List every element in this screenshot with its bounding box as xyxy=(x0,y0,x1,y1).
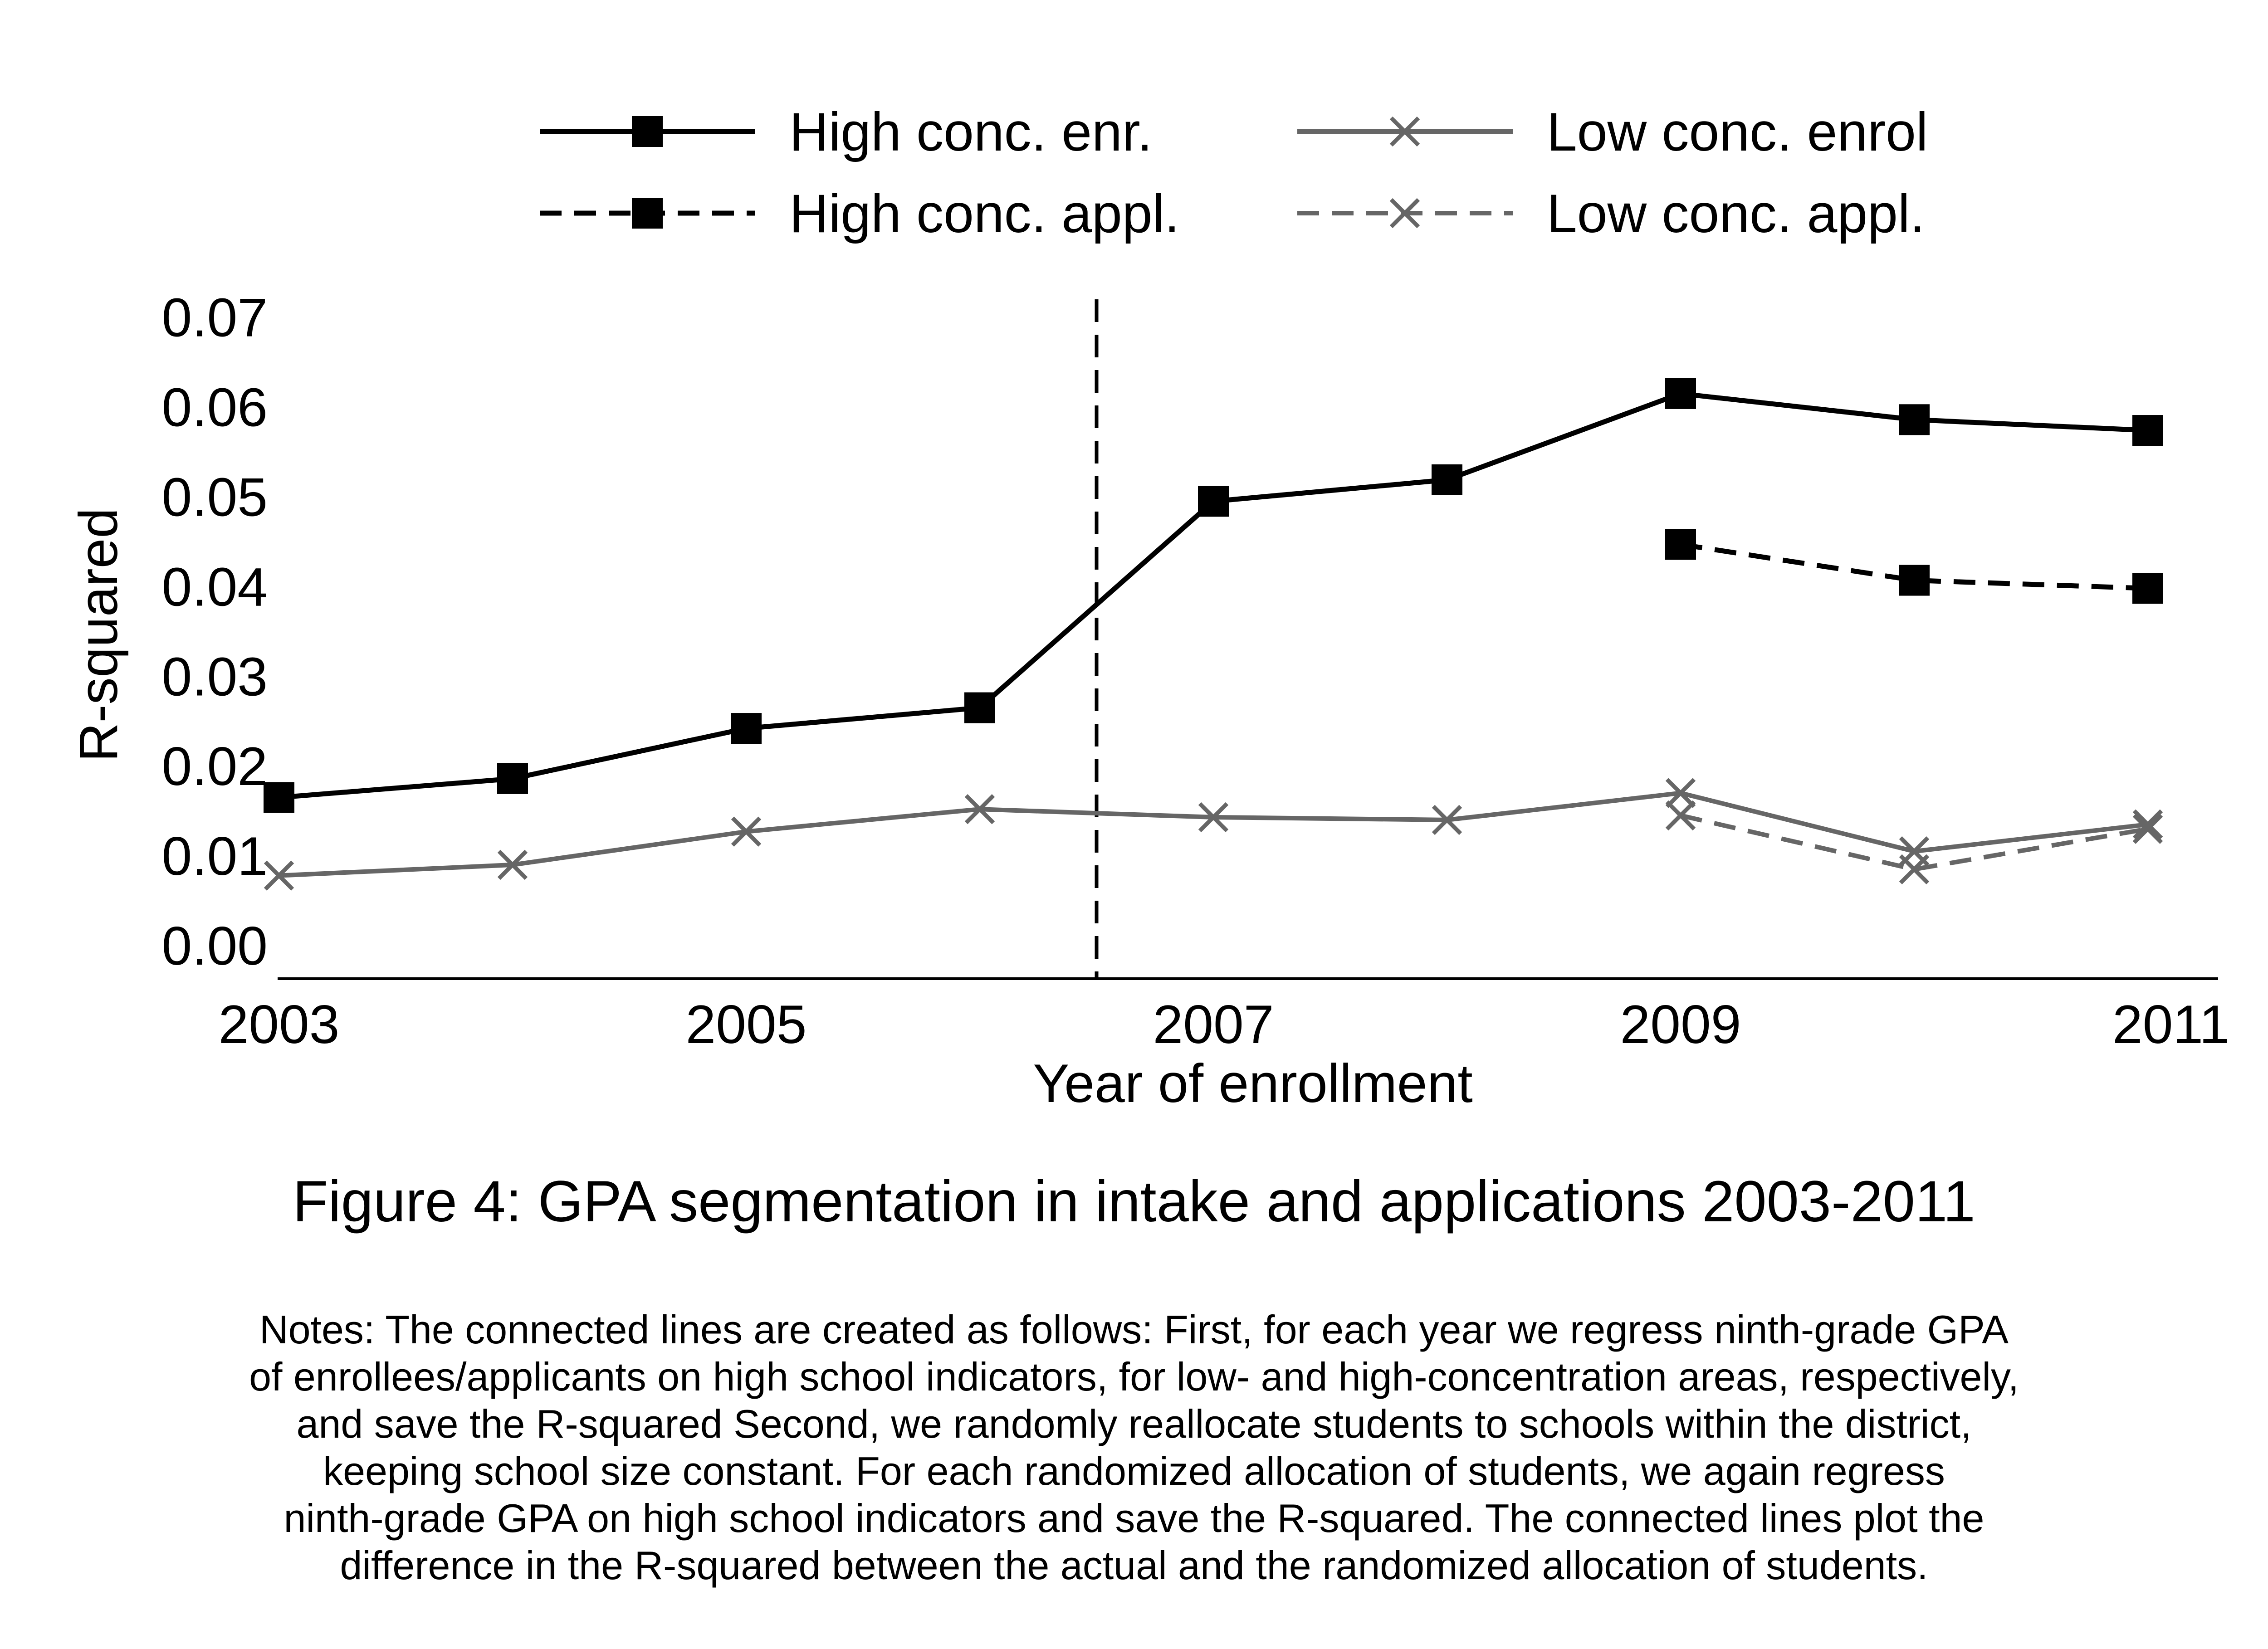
data-point xyxy=(731,713,762,744)
legend-label: Low conc. enrol xyxy=(1547,102,1928,162)
x-tick-label: 2005 xyxy=(686,994,807,1055)
y-axis-label: R-squared xyxy=(68,508,129,762)
data-point xyxy=(1432,805,1462,835)
data-point xyxy=(264,782,294,813)
data-point xyxy=(1665,378,1696,409)
data-point xyxy=(1665,529,1696,560)
legend-entry: Low conc. enrol xyxy=(1297,102,1928,162)
data-point xyxy=(497,849,528,880)
legend-marker xyxy=(632,116,663,147)
data-point xyxy=(2132,415,2163,446)
y-tick-label: 0.05 xyxy=(161,467,268,528)
series-line xyxy=(279,790,2148,878)
legend-marker xyxy=(632,198,663,229)
legend-marker xyxy=(1389,198,1420,229)
x-tick-label: 2009 xyxy=(1620,994,1741,1055)
data-point xyxy=(1665,800,1696,831)
y-tick-label: 0.01 xyxy=(161,826,268,887)
notes-line: of enrollees/applicants on high school i… xyxy=(249,1354,2019,1399)
data-point xyxy=(1665,778,1696,808)
notes-line: Notes: The connected lines are created a… xyxy=(259,1307,2009,1352)
data-point xyxy=(731,816,762,847)
data-point xyxy=(964,794,995,824)
y-tick-label: 0.06 xyxy=(161,377,268,438)
legend-marker xyxy=(1389,116,1420,147)
notes-line: difference in the R-squared between the … xyxy=(340,1543,1928,1588)
legend-entry: High conc. enr. xyxy=(540,102,1152,162)
series-high-conc-appl xyxy=(1665,529,2163,604)
legend-entry: High conc. appl. xyxy=(540,183,1180,244)
data-point xyxy=(264,860,294,891)
notes-line: keeping school size constant. For each r… xyxy=(323,1449,1945,1493)
data-point xyxy=(2132,573,2163,604)
series-line xyxy=(279,391,2148,800)
y-tick-label: 0.07 xyxy=(161,288,268,348)
data-point xyxy=(964,692,995,723)
series-low-conc-appl xyxy=(1665,800,2163,884)
data-point xyxy=(1899,565,1930,596)
data-point xyxy=(1198,486,1229,517)
series-high-conc-enr xyxy=(264,378,2163,813)
x-tick-label: 2011 xyxy=(2112,994,2229,1055)
legend-label: Low conc. appl. xyxy=(1547,183,1925,244)
data-point xyxy=(2132,809,2163,840)
data-point xyxy=(1432,464,1462,495)
data-point xyxy=(1198,802,1229,833)
series-line xyxy=(1680,813,2148,872)
data-point xyxy=(1899,404,1930,435)
figure-caption: Figure 4: GPA segmentation in intake and… xyxy=(293,1169,1975,1234)
x-axis-label: Year of enrollment xyxy=(1033,1053,1473,1114)
x-axis: 2003 2005 2007 2009 2011 xyxy=(219,977,2229,1055)
series-low-conc-enrol xyxy=(264,778,2163,891)
data-point xyxy=(2132,814,2163,844)
legend-entry: Low conc. appl. xyxy=(1297,183,1925,244)
data-point xyxy=(497,763,528,794)
figure-notes: Notes: The connected lines are created a… xyxy=(0,1306,2268,1589)
y-axis: 0.00 0.01 0.02 0.03 0.04 0.05 0.06 0.07 xyxy=(161,288,268,976)
series-line xyxy=(1680,542,2148,591)
notes-line: and save the R-squared Second, we random… xyxy=(296,1401,1972,1446)
data-point xyxy=(1899,854,1930,884)
x-tick-label: 2007 xyxy=(1153,994,1274,1055)
y-tick-label: 0.02 xyxy=(161,736,268,797)
legend-label: High conc. appl. xyxy=(789,183,1180,244)
legend: High conc. enr. Low conc. enrol High conc.… xyxy=(540,102,1928,244)
legend-label: High conc. enr. xyxy=(789,102,1152,162)
series-layer xyxy=(264,378,2163,891)
y-tick-label: 0.00 xyxy=(161,916,268,976)
y-tick-label: 0.03 xyxy=(161,646,268,707)
y-tick-label: 0.04 xyxy=(161,556,268,617)
notes-line: ninth-grade GPA on high school indicator… xyxy=(284,1496,1984,1541)
x-tick-label: 2003 xyxy=(219,994,340,1055)
